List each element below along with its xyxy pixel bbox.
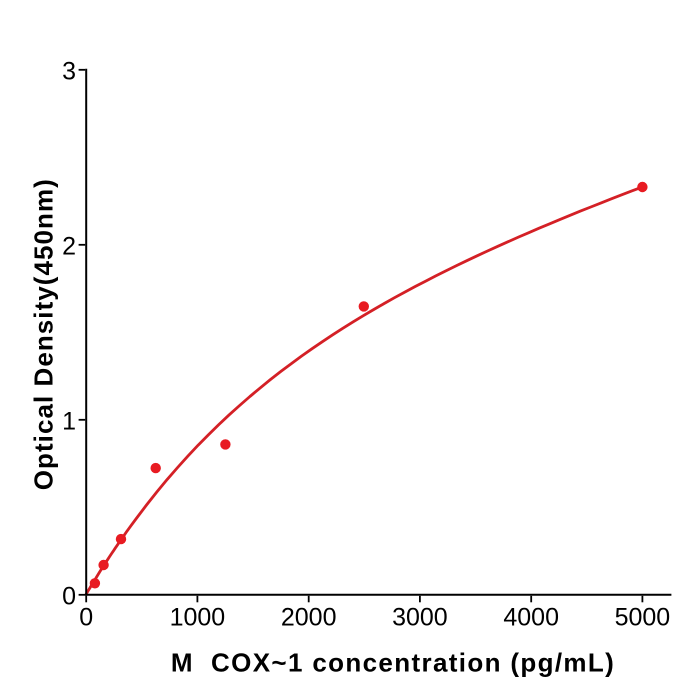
svg-text:Optical Density(450nm): Optical Density(450nm)	[29, 178, 59, 490]
svg-text:1000: 1000	[170, 604, 226, 632]
svg-text:0: 0	[79, 604, 93, 632]
svg-text:1: 1	[62, 407, 76, 435]
svg-text:3: 3	[62, 57, 76, 85]
svg-text:5000: 5000	[615, 604, 671, 632]
svg-text:2: 2	[62, 232, 76, 260]
svg-text:M COX~1 concentration (pg/mL): M COX~1 concentration (pg/mL)	[171, 648, 615, 678]
svg-text:3000: 3000	[392, 604, 448, 632]
svg-text:0: 0	[62, 582, 76, 610]
svg-text:2000: 2000	[281, 604, 337, 632]
svg-text:4000: 4000	[503, 604, 559, 632]
